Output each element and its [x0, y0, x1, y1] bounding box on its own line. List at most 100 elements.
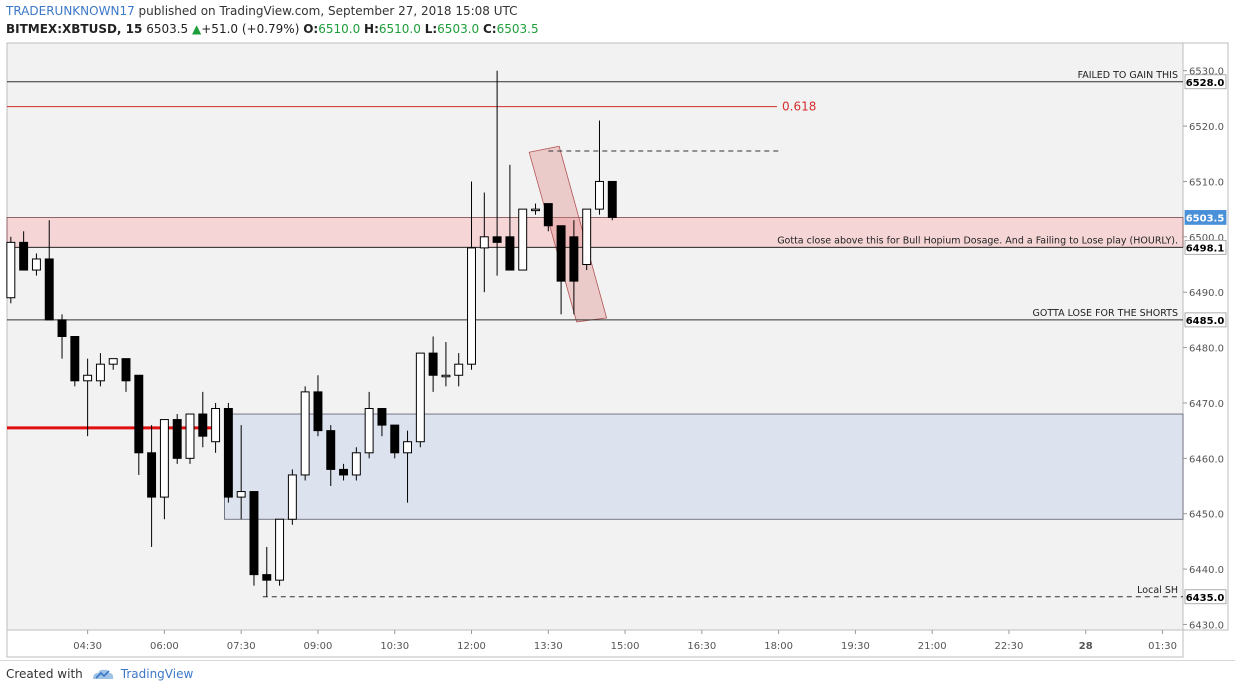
close-value: 6503.5	[496, 22, 539, 36]
candle-body[interactable]	[134, 374, 144, 454]
candle-body[interactable]	[569, 236, 579, 282]
time-axis[interactable]	[6, 629, 1184, 658]
author-link[interactable]: TRADERUNKNOWN17	[6, 4, 135, 18]
created-with-text: Created with	[6, 667, 83, 681]
level-price-tag: 6435.0	[1186, 593, 1225, 604]
candle-body[interactable]	[339, 468, 349, 476]
candle-body[interactable]	[467, 247, 476, 365]
level-label: Local SH	[1137, 585, 1178, 596]
fib-label: 0.618	[782, 100, 816, 114]
candle-body[interactable]	[313, 391, 323, 432]
y-tick-label: 6520.0	[1189, 122, 1224, 133]
candle-body[interactable]	[198, 413, 208, 437]
candle-body[interactable]	[505, 236, 515, 271]
candle-body[interactable]	[595, 180, 604, 210]
candle-body[interactable]	[121, 358, 131, 382]
candle-body[interactable]	[172, 419, 182, 459]
candle-body[interactable]	[531, 208, 540, 212]
x-tick-label: 13:30	[534, 641, 563, 652]
candle-body[interactable]	[428, 352, 438, 376]
candle-body[interactable]	[211, 407, 221, 443]
x-tick-label: 12:00	[457, 641, 486, 652]
candle-body[interactable]	[275, 518, 285, 581]
level-price-tag-box	[1184, 239, 1227, 255]
up-arrow-icon: ▲	[192, 22, 202, 36]
y-tick-label: 6440.0	[1189, 565, 1224, 576]
low-label: L:	[424, 22, 438, 36]
published-text: published on TradingView.com, September …	[134, 4, 518, 18]
candle-body[interactable]	[351, 452, 361, 476]
tradingview-link[interactable]: TradingView	[91, 667, 194, 681]
candle-body[interactable]	[300, 391, 310, 476]
candle-body[interactable]	[31, 258, 41, 271]
x-tick-label: 09:00	[304, 641, 333, 652]
candle-body[interactable]	[287, 474, 297, 520]
footer: Created with TradingView	[6, 667, 193, 681]
level-price-tag-box	[1184, 589, 1227, 605]
level-price-tag-box	[1184, 74, 1227, 90]
candle-body[interactable]	[454, 363, 464, 376]
tradingview-brand: TradingView	[120, 667, 194, 681]
price-axis[interactable]	[1182, 42, 1229, 631]
x-tick-label: 07:30	[227, 641, 256, 652]
candle-body[interactable]	[159, 419, 169, 498]
candle-body[interactable]	[223, 407, 233, 498]
x-tick-label: 21:00	[918, 641, 947, 652]
candle-body[interactable]	[582, 208, 592, 266]
level-label: GOTTA LOSE FOR THE SHORTS	[1033, 308, 1178, 319]
candle-body[interactable]	[108, 358, 118, 365]
y-tick-label: 6500.0	[1189, 233, 1224, 244]
high-label: H:	[364, 22, 379, 36]
candle-body[interactable]	[262, 574, 272, 581]
candle-body[interactable]	[543, 203, 553, 227]
candle-body[interactable]	[556, 225, 566, 282]
candle-body[interactable]	[607, 180, 617, 218]
candle-body[interactable]	[492, 236, 502, 243]
x-tick-label: 19:30	[841, 641, 870, 652]
plot-area[interactable]	[6, 42, 1184, 631]
x-tick-label: 06:00	[150, 641, 179, 652]
candle-body[interactable]	[185, 413, 195, 459]
candle-body[interactable]	[95, 363, 105, 382]
level-price-tag: 6498.1	[1186, 243, 1225, 254]
candle-body[interactable]	[441, 374, 451, 378]
y-tick-label: 6430.0	[1189, 620, 1224, 631]
y-tick-label: 6450.0	[1189, 510, 1224, 521]
candle-body[interactable]	[70, 336, 80, 382]
candle-body[interactable]	[326, 430, 336, 470]
candle-body[interactable]	[377, 407, 387, 426]
candle-body[interactable]	[249, 491, 259, 576]
publish-info: TRADERUNKNOWN17 published on TradingView…	[6, 4, 518, 18]
high-value: 6510.0	[378, 22, 421, 36]
x-tick-label: 22:30	[995, 641, 1024, 652]
open-label: O:	[303, 22, 319, 36]
candle-body[interactable]	[147, 452, 157, 498]
candle-body[interactable]	[403, 441, 412, 454]
resistance-zone	[6, 217, 1184, 248]
candle-body[interactable]	[415, 352, 425, 443]
last-price-tag-box	[1184, 210, 1227, 225]
candle-body[interactable]	[19, 241, 29, 271]
y-tick-label: 6470.0	[1189, 399, 1224, 410]
candle-body[interactable]	[6, 241, 16, 299]
level-label: FAILED TO GAIN THIS	[1078, 70, 1178, 81]
symbol-label: BITMEX:XBTUSD, 15	[6, 22, 143, 36]
candlestick-chart[interactable]: FAILED TO GAIN THIS Gotta close above thi…	[0, 0, 1235, 660]
candle-body[interactable]	[57, 319, 67, 337]
close-label: C:	[483, 22, 497, 36]
candle-body[interactable]	[390, 424, 400, 454]
y-tick-label: 6510.0	[1189, 177, 1224, 188]
candle-body[interactable]	[83, 374, 93, 382]
x-tick-label: 01:30	[1148, 641, 1177, 652]
candle-body[interactable]	[44, 258, 54, 321]
y-tick-label: 6480.0	[1189, 344, 1224, 355]
candle-body[interactable]	[479, 236, 489, 249]
candle-body[interactable]	[236, 491, 246, 498]
candle-body[interactable]	[364, 407, 374, 454]
x-tick-label: 28	[1079, 641, 1093, 652]
x-tick-label: 15:00	[611, 641, 640, 652]
open-value: 6510.0	[318, 22, 361, 36]
y-tick-label: 6490.0	[1189, 288, 1224, 299]
candle-body[interactable]	[518, 208, 528, 271]
level-label: Gotta close above this for Bull Hopium D…	[777, 235, 1178, 246]
